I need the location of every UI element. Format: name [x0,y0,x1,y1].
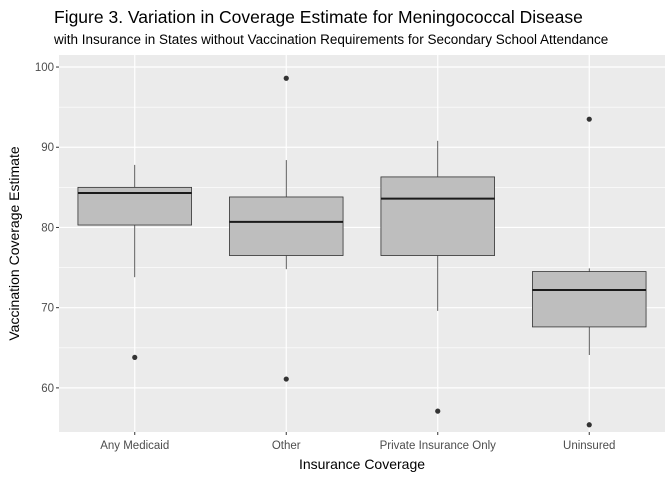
outlier-point-other [283,376,289,382]
y-tick-label: 80 [41,222,54,234]
outlier-point-uninsured [586,116,592,122]
box-other [229,196,344,256]
y-tick-label: 70 [41,303,54,315]
x-tick-label: Other [272,440,301,452]
box-uninsured [532,271,647,328]
outlier-point-private-insurance-only [435,408,441,414]
x-tick-label: Uninsured [563,440,615,452]
outlier-point-any-medicaid [132,354,138,361]
x-axis-title: Insurance Coverage [299,456,425,472]
y-tick-label: 90 [41,142,54,154]
x-tick-label: Any Medicaid [100,440,169,452]
axis-layer: 60 70 80 90 100 Any Medicaid Other Private Insu… [35,62,616,452]
x-tick-label: Private Insurance Only [380,440,497,452]
plot-panel [59,55,665,432]
y-tick-label: 100 [35,62,54,74]
box-private-insurance-only [380,176,495,256]
box-layer [77,75,647,428]
outlier-point-uninsured [586,422,592,428]
outlier-point-other [283,75,289,81]
chart-title: Figure 3. Variation in Coverage Estimate… [54,7,583,27]
y-axis-title: Vaccination Coverage Estimate [6,146,22,340]
y-tick-label: 60 [41,383,54,395]
chart-subtitle: with Insurance in States without Vaccina… [54,32,609,47]
